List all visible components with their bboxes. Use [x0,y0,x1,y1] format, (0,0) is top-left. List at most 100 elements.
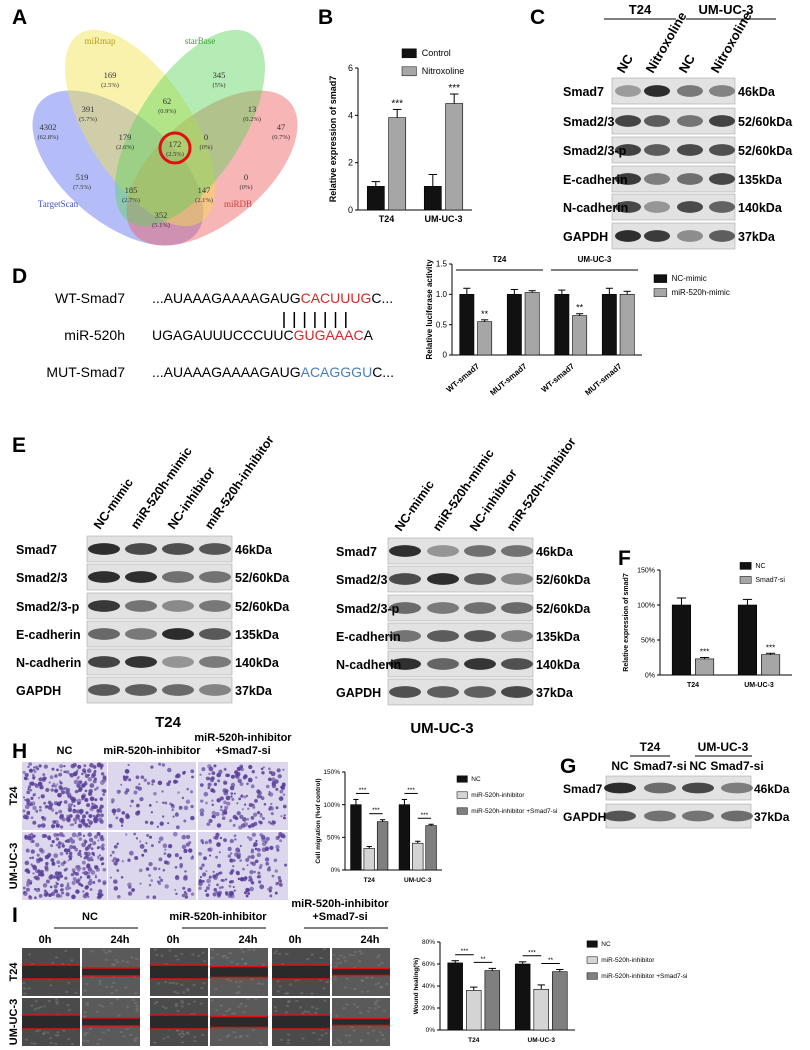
cell [162,815,165,818]
texture [260,982,264,985]
venn-count: 352 [155,210,168,220]
cell [71,832,77,838]
significance-label: ** [576,303,584,313]
cell [59,825,64,829]
texture [372,1029,376,1032]
significance-label: *** [391,98,403,109]
texture [210,956,214,959]
texture [102,949,106,952]
texture [55,956,59,959]
cell [24,772,29,778]
blot-band [389,573,421,585]
cell [280,833,286,839]
protein-label: Smad7 [563,85,604,99]
texture [176,958,180,961]
cell [228,884,232,888]
cell [175,812,179,815]
texture [131,999,135,1002]
cell [251,856,254,859]
cell [47,852,52,857]
texture [342,1007,346,1010]
error-bar [576,313,584,316]
texture [202,960,206,963]
venn-set-label: miRDB [224,199,252,209]
texture [360,978,364,981]
cell [78,837,83,841]
cell [24,804,30,810]
cell [123,776,128,782]
cell [216,823,222,828]
cell [230,795,233,798]
cell [252,803,255,807]
blot-band [677,201,703,213]
texture [101,1031,105,1034]
texture [353,950,357,953]
blot-band [199,571,231,583]
texture [88,1027,92,1030]
texture [234,981,238,984]
cell [213,836,217,840]
cell [98,854,102,857]
cell [268,889,272,893]
cell [198,881,203,887]
venn-count: 13 [248,104,257,114]
cell [276,768,281,773]
texture [109,1002,113,1005]
cell [213,782,218,786]
cell [157,880,160,884]
cell [66,816,71,822]
cell [206,878,211,884]
cell [63,860,66,863]
venn-set-label: starBase [185,36,216,46]
blot-band [199,628,231,640]
venn-percent: (2.5%) [166,151,184,158]
western-blot [387,537,534,706]
texture [368,1006,372,1009]
blot-band [389,658,421,670]
texture [192,1000,196,1003]
gap [22,965,80,979]
error-bar [379,819,386,822]
cell [216,798,221,803]
cell [140,775,145,779]
cell [200,839,204,843]
texture [181,1001,185,1004]
texture [180,952,184,955]
texture [54,998,58,1001]
texture [243,962,247,965]
texture [315,1007,319,1010]
cell [259,821,263,825]
cell [211,771,216,775]
cell [76,783,81,788]
cell [247,855,251,859]
cell [87,895,90,898]
significance-label: ** [548,957,554,964]
cell [119,817,124,823]
cell [207,786,211,790]
texture [153,1041,157,1044]
cell [278,796,284,801]
cell [250,815,255,820]
texture [161,1005,165,1008]
cell [58,809,63,814]
bar [412,842,424,871]
cell [181,834,187,840]
texture [116,998,120,1001]
texture [28,953,32,956]
texture [374,983,378,986]
blot-band [709,201,735,213]
venn-percent: (0%) [200,144,213,151]
cell [41,834,46,839]
texture [176,992,180,995]
cell [248,836,253,842]
cell [113,844,118,849]
cell [35,809,39,813]
texture [246,998,250,1001]
cell [54,889,59,894]
y-tick-label: 1.0 [436,290,448,299]
texture [83,1015,87,1018]
cell [113,812,116,816]
cell [43,801,47,805]
texture [229,979,233,982]
